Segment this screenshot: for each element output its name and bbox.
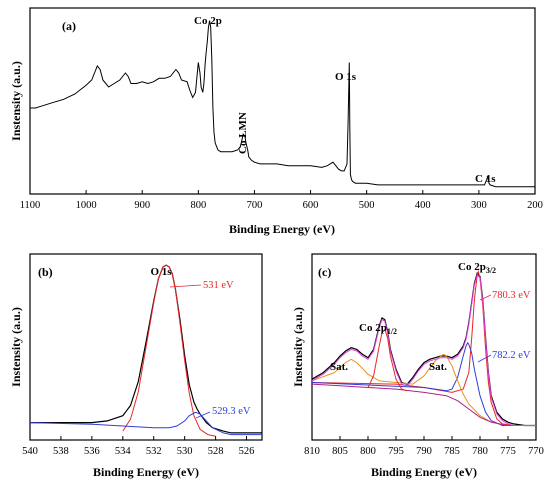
panel-b-peak-title: O 1s: [150, 266, 172, 278]
x-tick-label: 500: [359, 200, 375, 211]
x-tick-label: 600: [303, 200, 319, 211]
panel-c-label: (c): [318, 265, 331, 279]
x-tick-label: 528: [208, 446, 224, 457]
x-tick-label: 790: [416, 446, 432, 457]
panel-c-annotation-co2p12-subscript: 1/2: [387, 327, 397, 336]
x-tick-label: 526: [239, 446, 255, 457]
panel-b-label: (b): [38, 265, 53, 279]
panel-a-annotation-co2p: Co 2p: [194, 15, 222, 27]
panel-c-annotation-co2p12: Co 2p1/2: [359, 322, 397, 336]
x-tick-label: 800: [190, 200, 206, 211]
panel-c-y-axis-title: Instensity (a.u.): [291, 307, 305, 387]
panel-c-annotation-782: 782.2 eV: [492, 350, 531, 361]
panel-a: 1100 1000 900 800 700 600 500 400 300 200 (a) Co …: [9, 8, 543, 236]
panel-b-x-ticks: 540 538 536 534 532 530 528 526: [22, 436, 254, 457]
x-tick-label: 785: [444, 446, 460, 457]
panel-b-annotation-529: 529.3 eV: [212, 406, 251, 417]
panel-a-annotation-o1s: O 1s: [335, 71, 357, 83]
x-tick-label: 530: [177, 446, 193, 457]
panel-c-annotation-co2p32-text: Co 2p: [458, 261, 486, 273]
panel-a-annotation-colmn: Co LMN: [237, 112, 249, 154]
panel-b-y-axis-title: Instensity (a.u.): [9, 307, 23, 387]
x-tick-label: 780: [472, 446, 488, 457]
panel-c-x-ticks: 810 805 800 795 790 785 780 775 770: [304, 436, 544, 457]
panel-c-annotation-780: 780.3 eV: [492, 290, 531, 301]
panel-c-pointer-782: [478, 355, 491, 362]
x-tick-label: 900: [134, 200, 150, 211]
panel-c-annotation-co2p32: Co 2p3/2: [458, 261, 496, 275]
panel-c-frame: [312, 254, 536, 440]
x-tick-label: 700: [247, 200, 263, 211]
panel-b-annotation-531: 531 eV: [203, 280, 234, 291]
x-tick-label: 810: [304, 446, 320, 457]
panel-b-x-axis-title: Binding Energy (eV): [93, 465, 199, 479]
x-tick-label: 532: [146, 446, 162, 457]
panel-a-x-axis-title: Binding Energy (eV): [229, 222, 335, 236]
x-tick-label: 795: [388, 446, 404, 457]
x-tick-label: 1000: [76, 200, 97, 211]
panel-a-spectrum-line: [30, 21, 535, 187]
panel-a-y-axis-title: Instensity (a.u.): [9, 61, 23, 141]
panel-a-frame: [30, 8, 535, 194]
panel-a-x-ticks: 1100 1000 900 800 700 600 500 400 300 200: [20, 190, 543, 211]
x-tick-label: 538: [53, 446, 69, 457]
x-tick-label: 770: [528, 446, 544, 457]
x-tick-label: 540: [22, 446, 38, 457]
x-tick-label: 775: [500, 446, 516, 457]
x-tick-label: 300: [471, 200, 487, 211]
panel-c-annotation-co2p12-text: Co 2p: [359, 322, 387, 334]
panel-c-annotation-co2p32-subscript: 3/2: [486, 266, 496, 275]
panel-c-x-axis-title: Binding Energy (eV): [371, 465, 477, 479]
x-tick-label: 400: [415, 200, 431, 211]
panel-c-annotation-sat-left: Sat.: [330, 361, 348, 373]
x-tick-label: 200: [527, 200, 543, 211]
panel-c: 810 805 800 795 790 785 780 775 770 (c) Co 2p1/2…: [291, 254, 544, 479]
panel-a-annotation-c1s: C 1s: [475, 173, 496, 185]
x-tick-label: 1100: [20, 200, 41, 211]
panel-b: 540 538 536 534 532 530 528 526 (b) O 1s 531 eV…: [9, 254, 262, 479]
series-line-1: [123, 265, 216, 436]
panel-c-annotation-sat-right: Sat.: [429, 361, 447, 373]
x-tick-label: 534: [115, 446, 132, 457]
x-tick-label: 805: [332, 446, 348, 457]
panel-a-label: (a): [62, 19, 76, 33]
x-tick-label: 536: [84, 446, 100, 457]
x-tick-label: 800: [360, 446, 376, 457]
